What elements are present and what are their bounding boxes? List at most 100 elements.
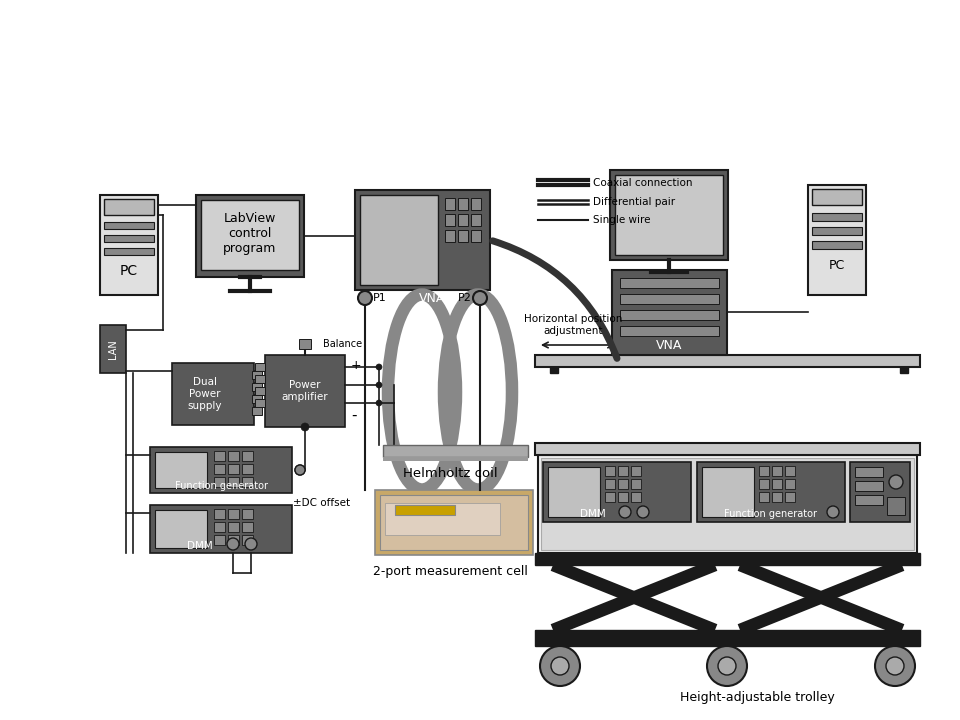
Text: Single wire: Single wire — [593, 215, 651, 225]
Bar — [538, 455, 917, 553]
Text: Power
amplifier: Power amplifier — [281, 380, 328, 402]
Circle shape — [358, 291, 372, 305]
Bar — [615, 175, 723, 255]
Bar — [620, 294, 719, 304]
Bar — [548, 467, 600, 517]
Text: +: + — [351, 359, 362, 372]
Bar — [214, 535, 225, 545]
Bar — [855, 481, 883, 491]
Text: Differential pair: Differential pair — [593, 197, 675, 207]
Bar — [772, 466, 782, 476]
Text: Function generator: Function generator — [175, 481, 268, 491]
Text: 2-port measurement cell: 2-port measurement cell — [372, 565, 527, 578]
Text: -: - — [351, 408, 356, 423]
Bar — [255, 375, 265, 383]
Bar — [471, 230, 481, 242]
Text: VNA: VNA — [419, 292, 445, 305]
Bar — [104, 248, 154, 255]
Bar — [458, 198, 468, 210]
Bar — [196, 195, 304, 277]
Bar — [812, 227, 862, 235]
Bar — [385, 503, 500, 535]
Bar — [383, 445, 528, 457]
Bar — [759, 466, 769, 476]
Bar — [228, 464, 239, 474]
Bar — [355, 190, 490, 290]
Bar — [150, 447, 292, 493]
Bar — [299, 339, 311, 349]
Bar — [785, 466, 795, 476]
Bar — [100, 325, 126, 373]
Bar — [612, 270, 727, 355]
Circle shape — [619, 506, 631, 518]
Bar — [605, 466, 615, 476]
Circle shape — [707, 646, 747, 686]
Bar — [900, 367, 908, 373]
Bar — [255, 387, 265, 395]
Bar — [702, 467, 754, 517]
Bar — [214, 477, 225, 487]
Bar — [808, 185, 866, 295]
Circle shape — [827, 506, 839, 518]
Bar — [252, 395, 262, 403]
Bar — [458, 230, 468, 242]
Bar — [242, 535, 253, 545]
Bar — [620, 310, 719, 320]
Bar — [618, 479, 628, 489]
Text: Height-adjustable trolley: Height-adjustable trolley — [680, 691, 835, 704]
Circle shape — [637, 506, 649, 518]
Circle shape — [245, 538, 257, 550]
Bar — [375, 490, 533, 555]
Bar — [228, 509, 239, 519]
Bar — [785, 492, 795, 502]
Bar — [850, 462, 910, 522]
Circle shape — [473, 291, 487, 305]
Text: PC: PC — [120, 264, 138, 278]
Bar — [228, 451, 239, 461]
Bar — [265, 355, 345, 427]
Bar — [155, 510, 207, 548]
Text: VNA: VNA — [657, 338, 683, 351]
Bar — [172, 363, 254, 425]
Text: LAN: LAN — [108, 339, 118, 359]
Bar — [812, 189, 862, 205]
Bar — [214, 451, 225, 461]
Bar — [620, 278, 719, 288]
Bar — [631, 479, 641, 489]
Bar — [535, 553, 920, 565]
Text: P2: P2 — [458, 293, 472, 303]
Bar — [631, 492, 641, 502]
Bar — [759, 479, 769, 489]
Text: Function generator: Function generator — [725, 509, 818, 519]
Circle shape — [718, 657, 736, 675]
Bar — [855, 495, 883, 505]
Bar — [104, 199, 154, 215]
Bar — [242, 509, 253, 519]
Bar — [772, 479, 782, 489]
Bar — [785, 479, 795, 489]
Bar — [887, 497, 905, 515]
Bar — [255, 363, 265, 371]
Text: DMM: DMM — [580, 509, 606, 519]
Bar — [214, 464, 225, 474]
Bar — [535, 355, 920, 367]
Bar — [541, 458, 914, 550]
Bar — [380, 495, 528, 550]
Bar — [759, 492, 769, 502]
Circle shape — [295, 465, 305, 475]
Bar — [228, 522, 239, 532]
Bar — [550, 367, 558, 373]
Circle shape — [376, 400, 382, 406]
Bar — [535, 630, 920, 646]
Bar — [242, 522, 253, 532]
Bar — [255, 399, 265, 407]
Text: ±DC offset: ±DC offset — [294, 498, 350, 508]
Bar — [252, 407, 262, 415]
Bar — [631, 466, 641, 476]
Circle shape — [227, 538, 239, 550]
Bar — [252, 383, 262, 391]
Text: Horizontal position
adjustment: Horizontal position adjustment — [524, 314, 622, 336]
Circle shape — [540, 646, 580, 686]
Bar — [605, 479, 615, 489]
Circle shape — [551, 657, 569, 675]
